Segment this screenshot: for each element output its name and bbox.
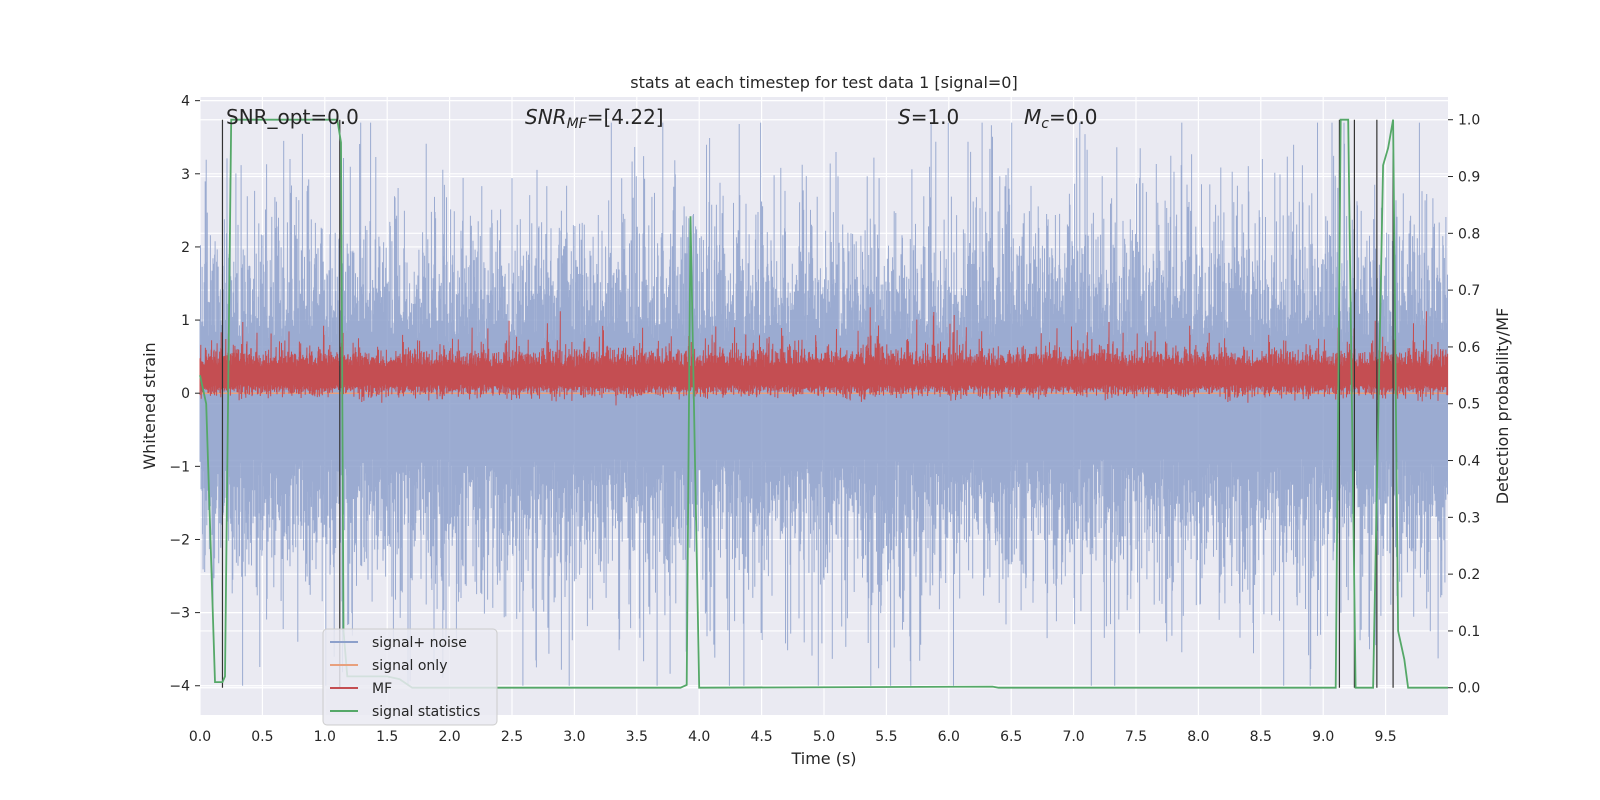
mc-sub: c [1041,116,1049,132]
y-axis-ticks: −4 −3 −2 −1 0 1 2 3 4 [169,94,200,695]
signal-statistics-line [199,118,1448,689]
x-tick-label: 1.5 [376,729,398,745]
y2-tick-label: 1.0 [1458,113,1480,129]
y2-tick-label: 0.4 [1458,454,1480,470]
y2-axis-label: Detection probability/MF [1493,308,1512,505]
annotation-snr-opt: SNR_opt=0.0 [226,105,359,129]
y-axis-label: Whitened strain [140,342,159,469]
snr-mf-value: =[4.22] [587,105,664,129]
x-tick-label: 6.5 [1000,729,1022,745]
annotation-s: S=1.0 [898,105,959,129]
y-tick-label: 2 [181,240,190,256]
y-tick-label: −4 [169,679,190,695]
x-tick-label: 4.5 [750,729,772,745]
y-tick-label: −2 [169,532,190,548]
x-tick-label: 9.0 [1312,729,1334,745]
x-tick-label: 0.5 [251,729,273,745]
x-tick-label: 5.0 [813,729,835,745]
y2-tick-label: 0.9 [1458,170,1480,186]
s-value: =1.0 [911,105,960,129]
y2-tick-label: 0.3 [1458,510,1480,526]
x-tick-label: 3.0 [563,729,585,745]
x-tick-label: 9.5 [1374,729,1396,745]
y-tick-label: −3 [169,606,190,622]
y2-tick-label: 0.1 [1458,624,1480,640]
x-tick-label: 2.5 [501,729,523,745]
y-tick-label: 1 [181,313,190,329]
y2-tick-label: 0.7 [1458,283,1480,299]
x-tick-label: 3.5 [626,729,648,745]
snr-mf-prefix: SNR [525,105,567,129]
x-tick-label: 7.5 [1125,729,1147,745]
chart-title: stats at each timestep for test data 1 [… [630,73,1017,92]
mf-line [199,307,1449,406]
annotation-snr-mf: SNRMF=[4.22] [525,105,664,132]
legend-label-signal-only: signal only [372,658,447,674]
legend-label-signal-noise: signal+ noise [372,635,467,651]
snr-mf-sub: MF [567,116,588,132]
legend: signal+ noise signal only MF signal stat… [322,628,498,726]
x-tick-label: 8.5 [1250,729,1272,745]
mc-value: =0.0 [1049,105,1098,129]
s-label: S [898,105,911,129]
y2-tick-label: 0.0 [1458,681,1480,697]
x-tick-label: 4.0 [688,729,710,745]
legend-label-signal-statistics: signal statistics [372,704,480,720]
y-tick-label: 4 [181,94,190,110]
y2-axis-ticks: 0.0 0.1 0.2 0.3 0.4 0.5 0.6 0.7 0.8 0.9 1.0 [1448,113,1480,697]
plot-area [199,97,1449,715]
y2-tick-label: 0.8 [1458,226,1480,242]
annotation-mc: Mc=0.0 [1024,105,1098,132]
legend-box [322,628,498,726]
y-tick-label: 3 [181,167,190,183]
y2-tick-label: 0.6 [1458,340,1480,356]
x-tick-label: 2.0 [438,729,460,745]
y2-tick-label: 0.2 [1458,567,1480,583]
mf-series [199,307,1449,406]
x-axis-label: Time (s) [790,749,856,768]
x-tick-label: 8.0 [1187,729,1209,745]
y-tick-label: 0 [181,386,190,402]
x-tick-label: 1.0 [314,729,336,745]
x-tick-label: 0.0 [189,729,211,745]
y2-tick-label: 0.5 [1458,397,1480,413]
mc-label: M [1024,105,1041,129]
x-tick-label: 6.0 [938,729,960,745]
x-tick-label: 5.5 [875,729,897,745]
x-tick-label: 7.0 [1062,729,1084,745]
x-axis-ticks: 0.0 0.5 1.0 1.5 2.0 2.5 3.0 3.5 4.0 4.5 5.0 5.5 6.0 6… [189,729,1397,745]
signal-statistics-series [199,118,1448,689]
y-tick-label: −1 [169,459,190,475]
legend-label-mf: MF [372,681,392,697]
